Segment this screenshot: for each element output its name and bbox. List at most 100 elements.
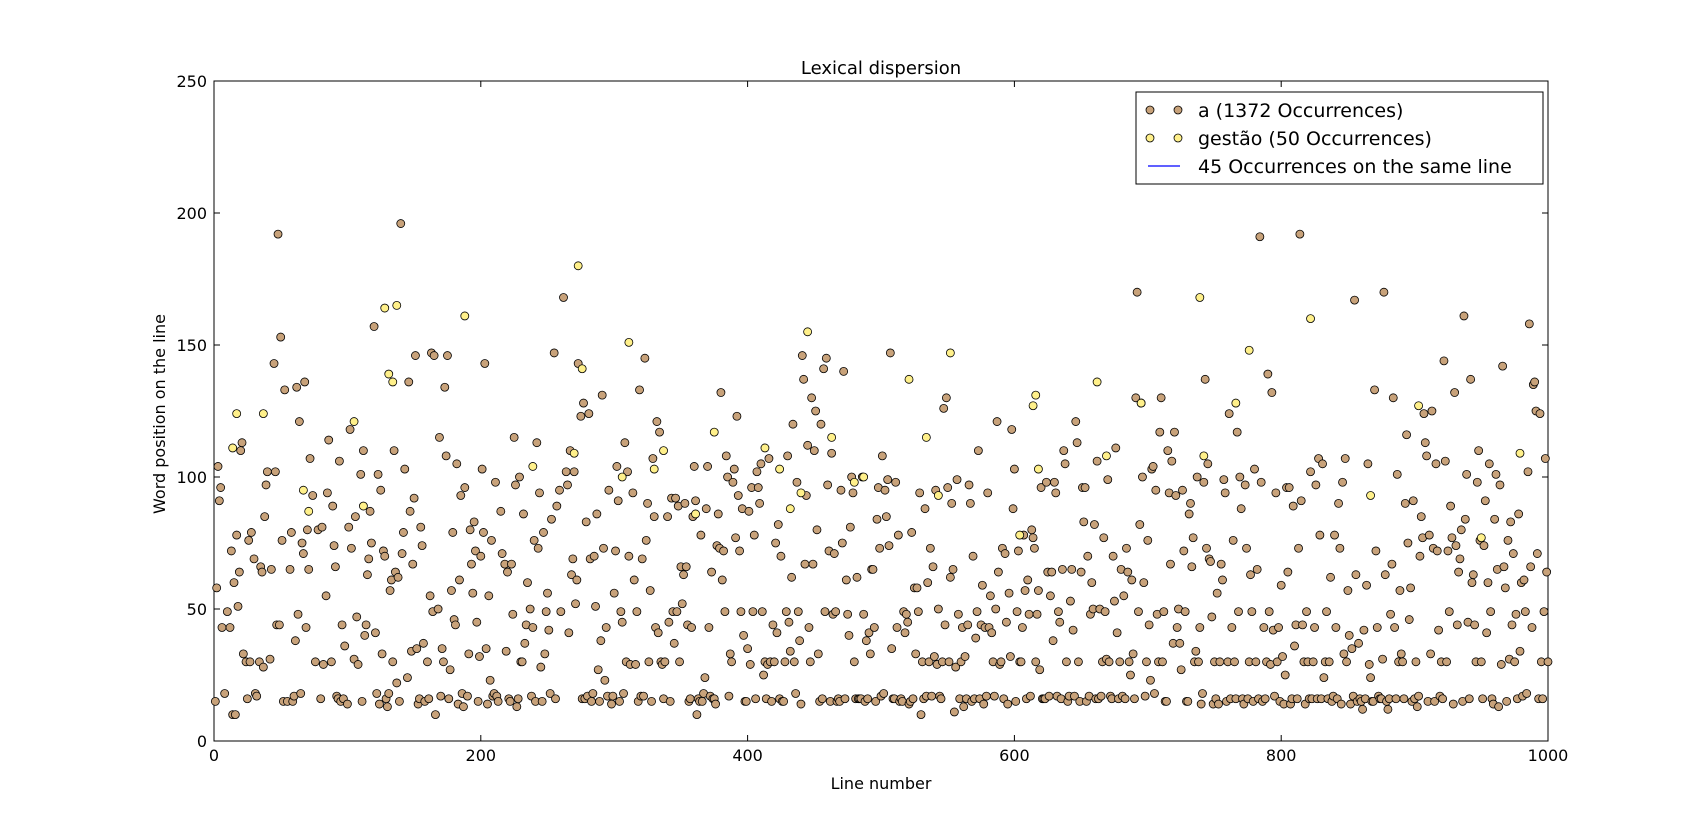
data-point — [581, 517, 591, 527]
data-point — [1484, 459, 1494, 469]
data-point — [760, 443, 770, 453]
data-point — [1326, 572, 1335, 582]
data-point — [1295, 229, 1305, 239]
data-point — [628, 488, 638, 498]
data-point — [304, 506, 314, 516]
y-tick-label: 50 — [187, 600, 207, 619]
data-point — [1366, 491, 1375, 500]
data-point — [608, 691, 618, 701]
data-point — [1034, 586, 1043, 595]
data-point — [1188, 533, 1198, 543]
data-point — [1087, 578, 1097, 587]
data-point — [1371, 546, 1381, 556]
data-point — [891, 477, 901, 487]
data-point — [1020, 586, 1030, 595]
data-point — [1540, 454, 1550, 463]
legend: a (1372 Occurrences) gestão (50 Occurrenc… — [1135, 91, 1544, 185]
data-point — [233, 601, 243, 611]
data-point — [1306, 314, 1315, 324]
data-point — [290, 636, 300, 646]
data-point — [1071, 417, 1081, 426]
data-point — [741, 697, 751, 706]
data-point — [1494, 702, 1504, 712]
data-point — [584, 409, 594, 419]
data-point — [1467, 578, 1477, 587]
data-point — [1158, 657, 1167, 667]
data-point — [265, 654, 275, 664]
data-point — [1506, 517, 1516, 527]
data-point — [640, 353, 650, 363]
x-tick-label: 800 — [1266, 746, 1297, 765]
data-point — [330, 562, 340, 572]
data-point — [1195, 623, 1205, 632]
data-point — [225, 623, 235, 632]
data-point — [1387, 559, 1397, 569]
data-point — [392, 300, 402, 310]
data-point — [807, 393, 817, 403]
data-point — [831, 607, 841, 617]
data-point — [1276, 580, 1286, 590]
data-point — [701, 504, 711, 514]
data-point — [1228, 535, 1238, 545]
data-point — [1180, 607, 1190, 617]
data-point — [768, 620, 778, 630]
data-point — [1155, 427, 1165, 437]
data-point — [1315, 530, 1325, 540]
data-point — [1443, 546, 1453, 556]
data-point — [444, 694, 454, 704]
data-point — [779, 697, 789, 706]
data-point — [1012, 607, 1022, 617]
data-point — [852, 572, 862, 582]
data-point — [1028, 533, 1038, 543]
data-point — [375, 699, 384, 709]
data-point — [871, 697, 881, 706]
data-point — [1524, 319, 1534, 329]
data-point — [784, 617, 794, 627]
data-point — [1036, 483, 1046, 492]
data-point — [844, 631, 854, 640]
y-tick-label: 0 — [197, 732, 207, 751]
data-point — [1430, 697, 1440, 706]
data-point — [1172, 623, 1182, 632]
data-point — [363, 570, 372, 580]
data-point — [868, 565, 878, 574]
data-point — [933, 604, 943, 614]
data-point — [395, 697, 404, 706]
data-point — [1339, 649, 1349, 659]
data-point — [981, 691, 991, 701]
data-point — [1451, 541, 1461, 551]
data-point — [744, 506, 754, 516]
data-point — [1359, 625, 1369, 635]
data-point — [1455, 554, 1465, 564]
data-point — [949, 707, 959, 717]
data-point — [1110, 596, 1119, 606]
data-point — [1454, 567, 1464, 577]
data-point — [675, 657, 684, 667]
data-point — [1023, 575, 1033, 585]
data-point — [911, 649, 921, 659]
data-point — [648, 454, 658, 463]
data-point — [1350, 295, 1359, 305]
data-point — [551, 694, 560, 704]
data-point — [615, 697, 624, 706]
data-point — [1128, 649, 1138, 659]
data-point — [1391, 694, 1401, 704]
data-point — [232, 409, 242, 419]
data-point — [238, 649, 248, 659]
data-point — [1042, 477, 1051, 487]
data-point — [1240, 480, 1250, 490]
data-point — [392, 678, 402, 688]
data-point — [1206, 557, 1215, 566]
data-point — [571, 599, 580, 609]
data-point — [800, 559, 810, 569]
data-point — [1092, 377, 1102, 387]
data-point — [1207, 612, 1217, 622]
data-point — [452, 459, 462, 469]
data-point — [519, 509, 528, 519]
data-point — [508, 609, 518, 619]
data-point — [720, 607, 730, 617]
data-point — [979, 699, 989, 709]
data-point — [1120, 694, 1130, 704]
data-point — [1176, 665, 1186, 675]
data-point — [944, 657, 954, 667]
